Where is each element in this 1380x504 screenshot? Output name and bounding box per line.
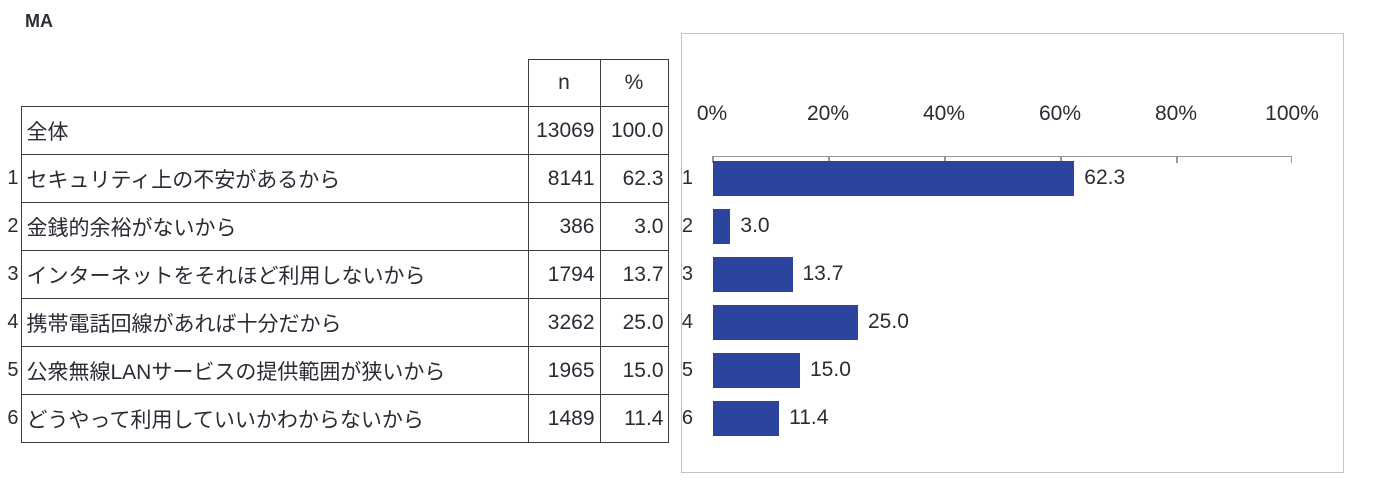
bar — [713, 401, 780, 436]
data-label: 25.0 — [868, 310, 909, 333]
column-header-n: n — [527, 59, 601, 107]
category-label: 6 — [681, 406, 693, 429]
row-pct: 62.3 — [599, 154, 669, 203]
category-label: 5 — [681, 358, 693, 381]
row-label: セキュリティ上の不安があるから — [20, 154, 529, 203]
chart-row: 3 13.7 — [682, 250, 1342, 298]
bar — [713, 161, 1075, 196]
category-label: 4 — [681, 310, 693, 333]
row-n: 1794 — [527, 250, 601, 299]
row-n: 1489 — [527, 394, 601, 443]
table-row: 4 携帯電話回線があれば十分だから 3262 25.0 — [5, 298, 669, 347]
row-number — [5, 107, 21, 155]
chart-row: 1 62.3 — [682, 154, 1342, 202]
row-label: 公衆無線LANサービスの提供範囲が狭いから — [20, 346, 529, 395]
chart-row: 5 15.0 — [682, 346, 1342, 394]
category-label: 2 — [681, 214, 693, 237]
x-axis-line — [712, 156, 1292, 157]
category-label: 1 — [681, 166, 693, 189]
table-total-row: 全体 13069 100.0 — [5, 106, 669, 155]
row-label: 携帯電話回線があれば十分だから — [20, 298, 529, 347]
total-n: 13069 — [527, 106, 601, 155]
header-spacer — [21, 60, 528, 107]
bar-chart: 0% 20% 40% 60% 80% 100% 1 62.3 2 3.0 3 1… — [681, 33, 1344, 473]
row-number: 2 — [7, 215, 19, 237]
table-header-row: n % — [5, 59, 669, 107]
x-axis-tick-label: 60% — [1038, 102, 1082, 125]
row-pct: 13.7 — [599, 250, 669, 299]
table-row: 2 金銭的余裕がないから 386 3.0 — [5, 202, 669, 251]
row-number: 6 — [7, 407, 19, 429]
x-axis-tick-label: 80% — [1154, 102, 1198, 125]
x-axis-tick-label: 40% — [922, 102, 966, 125]
row-label: 金銭的余裕がないから — [20, 202, 529, 251]
row-n: 8141 — [527, 154, 601, 203]
bar — [713, 305, 858, 340]
total-label: 全体 — [20, 106, 529, 155]
x-axis-tick — [944, 156, 946, 163]
x-axis-tick-label: 0% — [696, 102, 728, 125]
row-number: 3 — [7, 263, 19, 285]
x-axis-tick — [828, 156, 830, 163]
category-label: 3 — [681, 262, 693, 285]
x-axis-tick — [1060, 156, 1062, 163]
column-header-pct: % — [599, 59, 669, 107]
x-axis-tick-label: 100% — [1265, 102, 1319, 125]
x-axis-tick — [1176, 156, 1178, 163]
row-number: 5 — [7, 359, 19, 381]
chart-row: 6 11.4 — [682, 394, 1342, 442]
row-n: 386 — [527, 202, 601, 251]
x-axis-tick — [712, 156, 714, 163]
row-number: 4 — [7, 311, 19, 333]
chart-row: 4 25.0 — [682, 298, 1342, 346]
row-n: 3262 — [527, 298, 601, 347]
table-row: 3 インターネットをそれほど利用しないから 1794 13.7 — [5, 250, 669, 299]
x-axis-tick-label: 20% — [806, 102, 850, 125]
data-label: 15.0 — [810, 358, 851, 381]
question-type-tag: MA — [25, 11, 53, 31]
row-label: どうやって利用していいかわからないから — [20, 394, 529, 443]
row-pct: 15.0 — [599, 346, 669, 395]
table-row: 6 どうやって利用していいかわからないから 1489 11.4 — [5, 394, 669, 443]
table-row: 1 セキュリティ上の不安があるから 8141 62.3 — [5, 154, 669, 203]
bar — [713, 353, 800, 388]
row-label: インターネットをそれほど利用しないから — [20, 250, 529, 299]
data-label: 3.0 — [740, 214, 770, 237]
row-pct: 3.0 — [599, 202, 669, 251]
row-pct: 25.0 — [599, 298, 669, 347]
data-label: 11.4 — [789, 406, 829, 429]
table-row: 5 公衆無線LANサービスの提供範囲が狭いから 1965 15.0 — [5, 346, 669, 395]
row-pct: 11.4 — [599, 394, 669, 443]
data-label: 62.3 — [1084, 166, 1126, 189]
x-axis-tick — [1290, 156, 1292, 163]
row-number: 1 — [7, 167, 19, 189]
total-pct: 100.0 — [599, 106, 669, 155]
bar — [713, 209, 731, 244]
header-spacer — [5, 60, 21, 107]
data-label: 13.7 — [802, 262, 844, 285]
row-n: 1965 — [527, 346, 601, 395]
survey-results-table: n % 全体 13069 100.0 1 セキュリティ上の不安があるから 814… — [5, 59, 669, 443]
bar — [713, 257, 793, 292]
chart-row: 2 3.0 — [682, 202, 1342, 250]
